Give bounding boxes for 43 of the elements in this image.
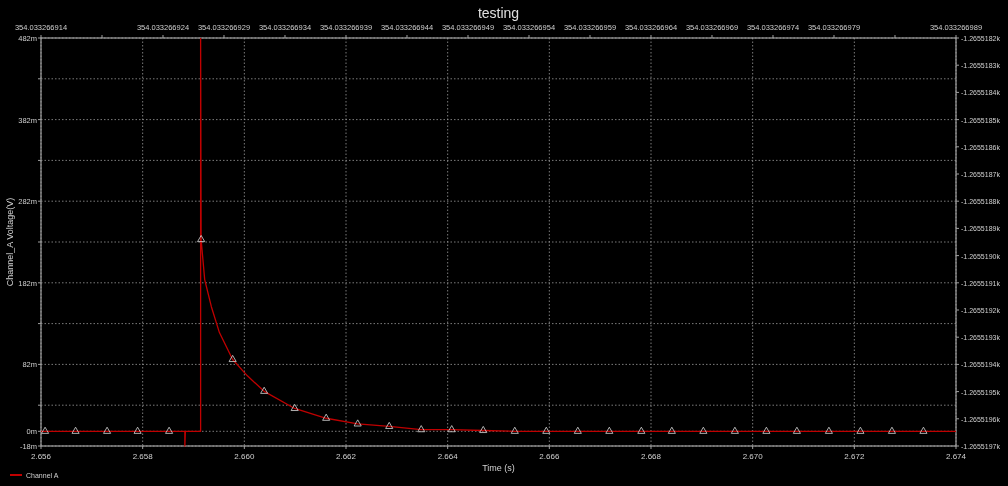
x-tick-label: 2.664 [437, 452, 459, 461]
point [228, 354, 237, 362]
point [637, 426, 646, 434]
x-tick-label: 2.662 [335, 452, 357, 461]
point [290, 403, 299, 411]
point [792, 426, 801, 434]
point [71, 426, 80, 434]
x-tick-label: 2.672 [844, 452, 865, 461]
x-tick-label: 2.666 [539, 452, 560, 461]
chart-title: testing [477, 5, 520, 21]
point [856, 426, 865, 434]
point [133, 426, 142, 434]
x-tick-label: 2.660 [234, 452, 255, 461]
point [730, 426, 739, 434]
x-tick-label: 2.656 [30, 452, 52, 461]
point [919, 426, 928, 434]
x-tick-label: 2.674 [945, 452, 967, 461]
point [417, 425, 426, 433]
point [573, 426, 582, 434]
point [385, 421, 394, 429]
point [260, 386, 269, 394]
point [510, 426, 519, 434]
point [165, 426, 174, 434]
point [542, 426, 551, 434]
x-tick-label: 2.668 [640, 452, 662, 461]
point [824, 426, 833, 434]
point [103, 426, 112, 434]
point [41, 426, 50, 434]
point [762, 426, 771, 434]
point [447, 425, 456, 433]
point [479, 425, 488, 433]
y-axis-title: Channel_A Voltage(V) [5, 197, 15, 287]
x-tick-label: 2.658 [132, 452, 154, 461]
line-series [41, 38, 956, 447]
point [667, 426, 676, 434]
point [353, 419, 362, 427]
point [605, 426, 614, 434]
point [197, 235, 206, 243]
x-tick-label: 2.670 [742, 452, 764, 461]
point [322, 413, 331, 421]
point [887, 426, 896, 434]
point [699, 426, 708, 434]
x-axis-title: Time (s) [482, 463, 515, 473]
